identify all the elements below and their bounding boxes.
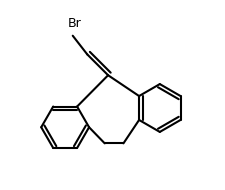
Text: Br: Br	[67, 17, 81, 30]
